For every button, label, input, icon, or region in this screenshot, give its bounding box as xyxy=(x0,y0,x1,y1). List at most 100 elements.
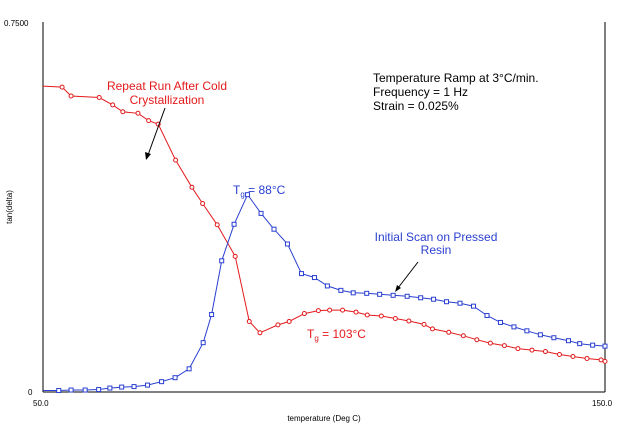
data-point xyxy=(135,110,141,116)
x-axis-title: temperature (Deg C) xyxy=(287,414,361,423)
data-point xyxy=(487,340,493,346)
series-group xyxy=(42,84,608,394)
data-point xyxy=(474,337,480,343)
data-point xyxy=(446,329,452,335)
data-point xyxy=(577,341,583,347)
data-point xyxy=(511,324,517,330)
data-point xyxy=(364,312,370,318)
data-point xyxy=(353,309,359,315)
data-point xyxy=(324,283,330,289)
data-point xyxy=(378,313,384,319)
tg-blue-suffix: = 88°C xyxy=(245,183,286,197)
data-point xyxy=(286,318,292,324)
data-point xyxy=(107,385,113,391)
data-point xyxy=(602,343,608,349)
data-point xyxy=(315,308,321,314)
data-point xyxy=(120,109,126,115)
data-point xyxy=(246,318,252,324)
initial-scan-label-line1: Initial Scan on Pressed xyxy=(375,230,498,244)
data-point xyxy=(497,319,503,325)
data-point xyxy=(501,343,507,349)
data-point xyxy=(68,93,74,99)
data-point xyxy=(189,184,195,190)
data-point xyxy=(110,102,116,108)
data-point xyxy=(392,315,398,321)
data-point xyxy=(68,387,74,393)
data-point xyxy=(159,379,165,385)
data-point xyxy=(350,290,356,296)
data-point xyxy=(258,210,264,216)
data-point xyxy=(82,387,88,393)
initial-scan-arrowhead xyxy=(395,285,401,292)
tg-red-sub: g xyxy=(314,334,318,343)
series-line xyxy=(43,193,606,391)
tg-blue-sub: g xyxy=(240,190,244,199)
data-point xyxy=(570,353,576,359)
series-initial-scan xyxy=(43,192,608,394)
data-point xyxy=(421,321,427,327)
data-point xyxy=(340,307,346,313)
data-point xyxy=(232,253,238,259)
data-point xyxy=(96,387,102,393)
data-point xyxy=(131,384,137,390)
data-point xyxy=(145,382,151,388)
data-point xyxy=(245,192,251,198)
initial-scan-label-line2: Resin xyxy=(421,243,452,257)
repeat-run-label-line2: Crystallization xyxy=(130,93,205,107)
initial-scan-pointer xyxy=(397,261,419,289)
data-point xyxy=(542,349,548,355)
data-point xyxy=(484,313,490,319)
series-repeat-run xyxy=(42,84,608,364)
tg-blue-label: Tg = 88°C xyxy=(233,183,286,199)
data-point xyxy=(429,326,435,332)
data-point xyxy=(338,287,344,293)
y-axis-title: tan(delta) xyxy=(5,190,14,224)
tg-red-label: Tg = 103°C xyxy=(307,327,366,343)
data-point xyxy=(515,346,521,352)
data-point xyxy=(56,388,62,394)
data-point xyxy=(444,299,450,305)
data-point xyxy=(219,258,225,264)
data-point xyxy=(214,222,220,228)
y-tick-label-top: 0.7500 xyxy=(4,19,29,28)
info-line-2: Frequency = 1 Hz xyxy=(373,85,468,99)
data-point xyxy=(590,342,596,348)
repeat-run-label-line1: Repeat Run After Cold xyxy=(107,79,227,93)
data-point xyxy=(584,355,590,361)
data-point xyxy=(200,201,206,207)
data-point xyxy=(172,375,178,381)
data-point xyxy=(551,335,557,341)
data-point xyxy=(431,296,437,302)
data-point xyxy=(257,330,263,336)
data-point xyxy=(119,384,125,390)
x-tick-label-right: 150.0 xyxy=(592,399,613,408)
data-point xyxy=(200,340,206,346)
series-line xyxy=(42,85,606,362)
data-point xyxy=(186,366,192,372)
data-point xyxy=(173,157,179,163)
info-line-1: Temperature Ramp at 3°C/min. xyxy=(373,71,539,85)
data-point xyxy=(299,271,305,277)
data-point xyxy=(271,226,277,232)
data-point xyxy=(59,84,65,90)
tg-blue-prefix: T xyxy=(233,183,241,197)
tg-red-prefix: T xyxy=(307,327,315,341)
tg-red-suffix: = 103°C xyxy=(319,327,366,341)
data-point xyxy=(602,358,608,364)
y-tick-label-bottom: 0 xyxy=(28,388,33,397)
data-point xyxy=(457,300,463,306)
data-point xyxy=(460,333,466,339)
data-point xyxy=(598,357,604,363)
repeat-run-pointer xyxy=(147,107,166,156)
data-point xyxy=(418,295,424,301)
data-point xyxy=(406,318,412,324)
data-point xyxy=(96,94,102,100)
repeat-run-arrowhead xyxy=(145,152,151,160)
data-point xyxy=(390,292,396,298)
data-point xyxy=(311,275,317,281)
data-point xyxy=(284,241,290,247)
data-point xyxy=(556,352,562,358)
data-point xyxy=(529,347,535,353)
data-point xyxy=(327,307,333,313)
